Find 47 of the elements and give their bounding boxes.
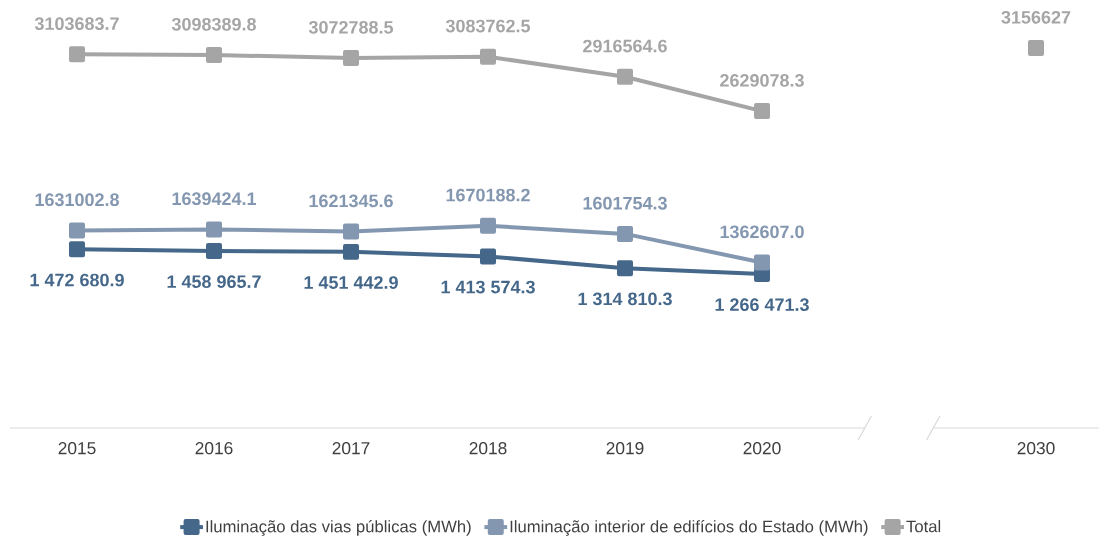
point xyxy=(480,48,497,65)
x-tick-label: 2015 xyxy=(58,442,96,455)
point xyxy=(480,248,497,265)
x-tick-label: 2019 xyxy=(606,442,644,455)
point xyxy=(617,260,633,277)
data-label: 1 314 810.3 xyxy=(578,292,672,306)
point xyxy=(1028,39,1044,56)
point xyxy=(343,243,360,260)
data-label: 1362607.0 xyxy=(720,225,804,239)
point xyxy=(69,222,86,239)
data-label: 1621345.6 xyxy=(309,194,393,208)
point xyxy=(617,68,633,85)
x-tick-label: 2017 xyxy=(332,442,370,455)
x-tick-label: 2018 xyxy=(469,442,507,455)
x-tick-label: 2020 xyxy=(743,442,781,455)
x-tick-label: 2030 xyxy=(1017,442,1055,455)
legend-label: Total xyxy=(906,520,941,533)
point xyxy=(206,221,223,238)
point xyxy=(206,46,223,63)
data-label: 1 458 965.7 xyxy=(167,275,261,289)
data-label: 1 472 680.9 xyxy=(30,273,124,287)
point xyxy=(69,241,86,258)
data-label: 1631002.8 xyxy=(35,193,119,207)
data-label: 1670188.2 xyxy=(446,188,530,202)
data-label: 1601754.3 xyxy=(583,196,667,210)
data-label: 1 266 471.3 xyxy=(715,298,809,312)
data-label: 1 451 442.9 xyxy=(304,276,398,289)
data-label: 3083762.5 xyxy=(445,19,531,33)
point xyxy=(206,242,223,259)
data-label: 3103683.7 xyxy=(34,17,119,31)
point xyxy=(754,254,770,271)
point xyxy=(754,103,770,120)
point xyxy=(343,50,360,67)
point xyxy=(617,225,633,242)
data-label: 3156627 xyxy=(1001,10,1071,24)
data-label: 3098389.8 xyxy=(171,17,256,31)
point xyxy=(480,217,497,234)
x-tick-label: 2016 xyxy=(195,442,233,455)
data-label: 1639424.1 xyxy=(172,192,257,206)
point xyxy=(343,223,360,240)
point xyxy=(69,46,86,63)
legend-label: Iluminação interior de edifícios do Estado (MWh) xyxy=(510,519,868,536)
legend-label: Iluminação das vias públicas (MWh) xyxy=(206,519,471,536)
data-label: 2629078.3 xyxy=(720,74,804,87)
data-label: 3072788.5 xyxy=(308,20,394,34)
data-label: 2916564.6 xyxy=(583,39,667,53)
data-label: 1 413 574.3 xyxy=(441,280,535,294)
